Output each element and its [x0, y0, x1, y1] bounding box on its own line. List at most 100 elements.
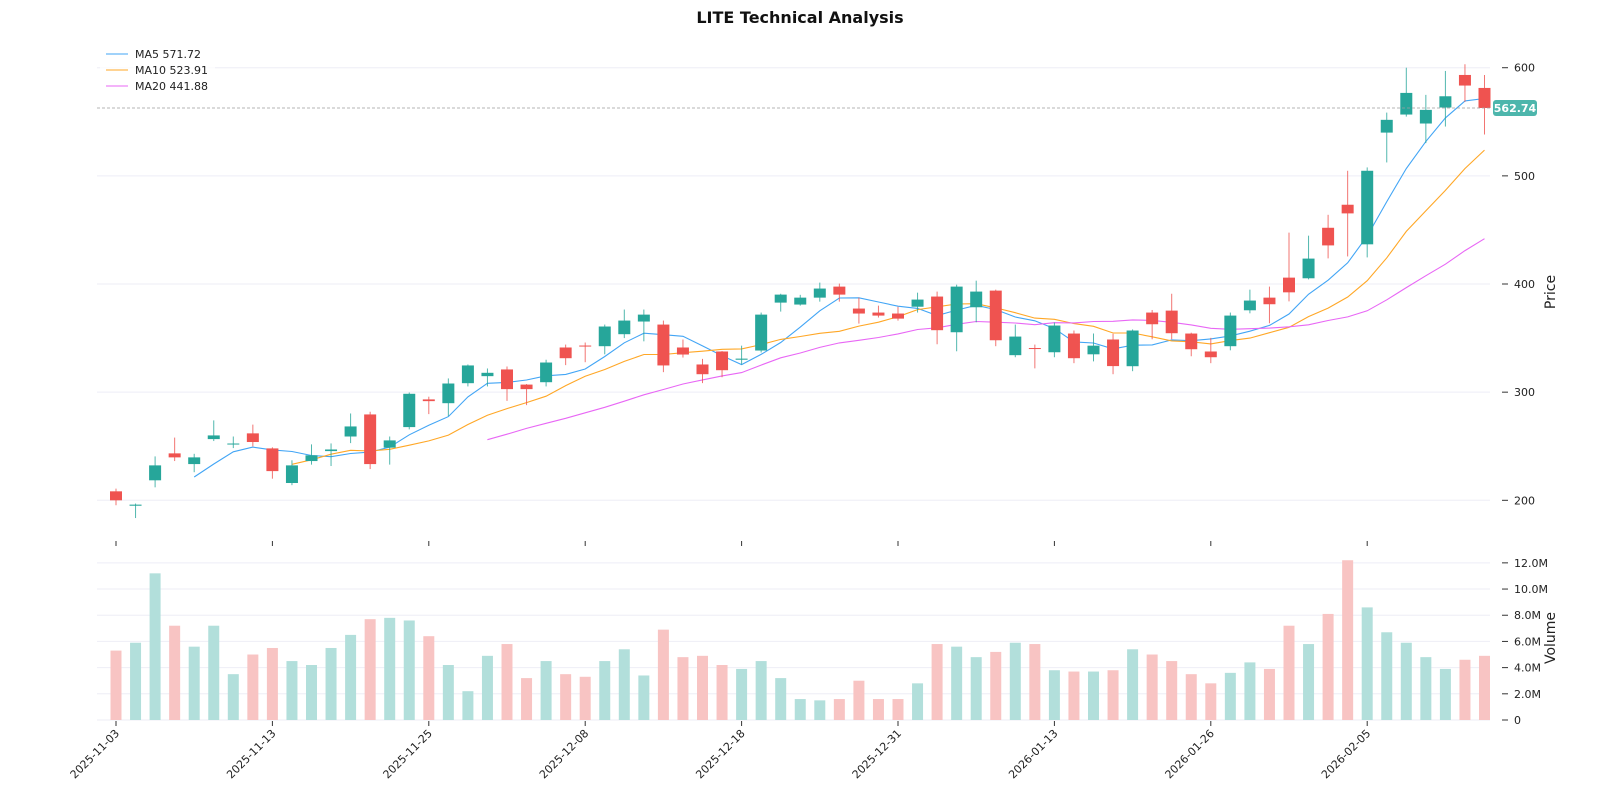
candle: [325, 443, 338, 467]
volume-bar: [521, 678, 533, 720]
candle: [1126, 329, 1139, 372]
candle-body: [207, 435, 220, 440]
candle: [540, 359, 553, 387]
volume-bar: [1146, 654, 1158, 720]
candle: [501, 366, 513, 401]
volume-tick-label: 8.0M: [1514, 609, 1541, 622]
candle: [207, 420, 220, 442]
volume-bar: [677, 657, 689, 720]
candle: [1067, 330, 1080, 364]
candle-body: [540, 362, 553, 383]
candle: [1341, 170, 1354, 257]
candle-body: [872, 312, 885, 316]
candle: [911, 292, 924, 313]
candle: [579, 342, 592, 363]
price-tick-label: 500: [1514, 170, 1535, 183]
date-tick-label: 2025-12-08: [537, 727, 591, 781]
volume-bar: [306, 665, 317, 720]
date-tick-label: 2025-11-03: [68, 727, 122, 781]
volume-bar: [247, 654, 259, 720]
legend: MA5 571.72 MA10 523.91 MA20 441.88: [100, 44, 215, 96]
volume-bar: [1068, 671, 1080, 720]
candle: [989, 289, 1002, 347]
candle-body: [1283, 277, 1295, 293]
candle-body: [403, 393, 416, 428]
candle-body: [637, 314, 650, 322]
date-tick-label: 2025-11-13: [224, 727, 278, 781]
volume-bar: [579, 676, 591, 720]
last-price-marker: 562.74: [97, 100, 1537, 117]
candle: [1419, 94, 1432, 144]
candle-body: [1146, 312, 1159, 325]
candle-body: [1341, 204, 1354, 214]
candle-body: [911, 299, 924, 307]
candle: [1302, 235, 1315, 280]
candle: [755, 312, 768, 353]
candle: [1478, 74, 1491, 135]
volume-bar: [325, 647, 337, 720]
candle: [950, 284, 963, 352]
volume-bar: [853, 680, 865, 720]
volume-tick-label: 4.0M: [1514, 662, 1541, 675]
volume-bar: [1185, 674, 1197, 720]
price-axis-label: Price: [1543, 275, 1559, 309]
volume-bar: [618, 649, 630, 720]
volume-tick-label: 12.0M: [1514, 557, 1548, 570]
candle: [970, 280, 983, 323]
volume-tick-label: 6.0M: [1514, 635, 1541, 648]
candle-body: [481, 372, 494, 377]
candle-body: [1224, 315, 1237, 347]
volume-bar: [814, 700, 826, 720]
volume-bar: [188, 646, 200, 720]
candle-body: [1243, 300, 1256, 311]
candle-body: [305, 455, 318, 462]
volume-bar: [169, 625, 181, 720]
volume-bar: [657, 629, 669, 720]
candle: [1243, 289, 1256, 314]
volume-bar: [1400, 642, 1412, 720]
candle: [696, 358, 709, 384]
ma20-line: [487, 238, 1485, 441]
candle-body: [676, 347, 689, 355]
candle: [285, 460, 298, 486]
candle-body: [364, 414, 377, 465]
candle: [1361, 167, 1374, 258]
candle: [383, 436, 396, 465]
candle-body: [501, 369, 513, 390]
candle: [598, 324, 611, 355]
volume-bar: [481, 655, 493, 720]
candle-body: [1107, 339, 1120, 367]
volume-bar: [755, 661, 767, 720]
candle-body: [266, 448, 279, 472]
candle: [618, 309, 631, 339]
candle-body: [716, 351, 729, 371]
candle: [1087, 333, 1100, 362]
candle: [1224, 312, 1237, 351]
volume-bar: [736, 668, 748, 720]
chart-title: LITE Technical Analysis: [696, 8, 903, 27]
volume-bar: [970, 657, 982, 720]
candle: [676, 339, 689, 358]
candle: [872, 305, 885, 318]
candle-body: [1185, 333, 1198, 350]
candle: [422, 396, 435, 415]
candle-body: [227, 443, 240, 445]
date-tick-label: 2025-11-25: [381, 727, 435, 781]
volume-bar: [423, 636, 435, 720]
last-price-badge: [1493, 100, 1537, 117]
candle-body: [579, 345, 592, 347]
volume-bar: [1303, 644, 1315, 720]
volume-bar: [1479, 655, 1490, 720]
volume-bar: [1205, 683, 1217, 720]
last-price-label: 562.74: [1494, 102, 1537, 115]
volume-tick-label: 0: [1514, 714, 1521, 727]
volume-bar: [794, 699, 806, 720]
volume-bar: [1361, 607, 1373, 720]
volume-bars: [110, 560, 1490, 720]
candle: [520, 384, 533, 406]
ma10-line: [291, 149, 1485, 465]
volume-bar: [1088, 671, 1099, 720]
legend-ma10-label: MA10 523.91: [135, 64, 208, 77]
candle: [266, 447, 279, 479]
